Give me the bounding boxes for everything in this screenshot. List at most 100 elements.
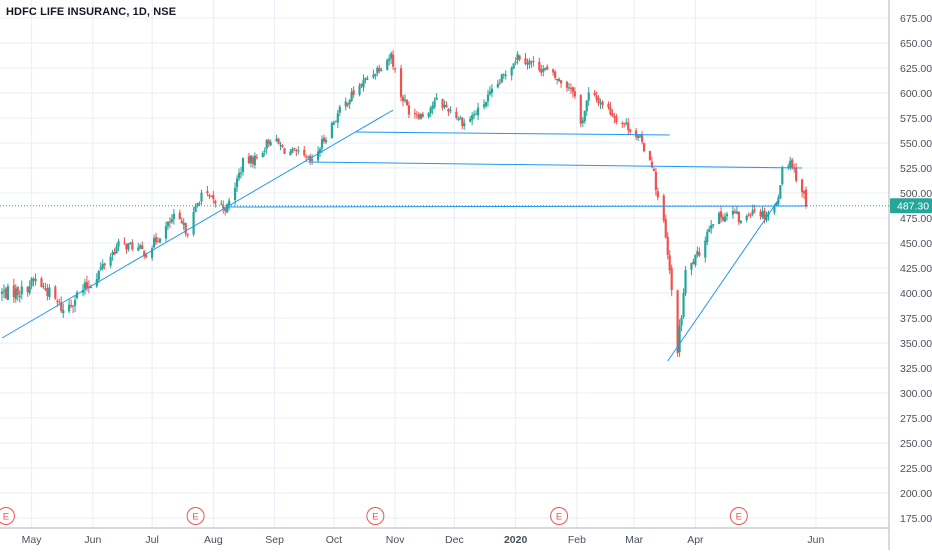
- trendline-resistance-1[interactable]: [355, 131, 670, 136]
- candle: [26, 286, 29, 297]
- candle: [749, 212, 752, 219]
- time-tick-label: Feb: [568, 534, 586, 546]
- trendline-support-2[interactable]: [227, 205, 809, 208]
- candle: [719, 206, 723, 223]
- candle: [419, 113, 422, 120]
- candle: [374, 73, 377, 80]
- candle: [684, 266, 687, 297]
- candle: [413, 108, 416, 119]
- candle: [388, 54, 391, 66]
- earnings-marker[interactable]: E: [0, 507, 15, 525]
- time-tick-label: Oct: [326, 534, 342, 546]
- candle: [528, 58, 531, 69]
- candle: [164, 221, 168, 242]
- candle: [502, 73, 505, 79]
- candle: [567, 82, 571, 91]
- earnings-marker[interactable]: E: [550, 507, 569, 525]
- candle: [372, 69, 375, 79]
- candle: [579, 94, 582, 128]
- trendline-support-3[interactable]: [667, 199, 779, 362]
- earnings-marker[interactable]: E: [186, 507, 205, 525]
- candle: [358, 83, 361, 97]
- candle: [194, 203, 197, 213]
- price-tick-label: 175.00: [900, 513, 932, 525]
- time-axis[interactable]: May Jun Jul Aug Sep Oct Nov Dec 2020 Feb Mar Apr Jun: [22, 534, 825, 546]
- candle: [455, 107, 458, 120]
- candle: [692, 258, 695, 265]
- candle: [621, 121, 624, 129]
- candle: [34, 273, 37, 286]
- candle: [362, 74, 365, 92]
- candle: [514, 57, 517, 65]
- candle: [228, 197, 231, 211]
- candle: [599, 98, 602, 110]
- candle: [151, 245, 154, 261]
- candle: [435, 93, 438, 101]
- earnings-marker[interactable]: E: [366, 507, 385, 525]
- symbol-title: HDFC LIFE INSURANC, 1D, NSE: [6, 6, 177, 18]
- candle: [781, 165, 784, 186]
- grid: [0, 0, 889, 528]
- candle: [795, 163, 798, 183]
- earnings-marker[interactable]: E: [729, 507, 748, 525]
- candle: [476, 102, 480, 121]
- candle: [253, 152, 256, 169]
- time-tick-label: Dec: [445, 534, 464, 546]
- candle: [152, 234, 156, 249]
- candle: [166, 221, 170, 230]
- candle: [735, 206, 738, 215]
- time-tick-label: Aug: [204, 534, 223, 546]
- price-tick-label: 625.00: [900, 63, 932, 75]
- candle: [554, 70, 557, 81]
- candle: [70, 299, 73, 308]
- candle: [449, 106, 452, 114]
- trendline-neckline[interactable]: [308, 161, 803, 169]
- candle: [399, 64, 403, 102]
- candle: [28, 280, 31, 296]
- price-tick-label: 500.00: [900, 188, 932, 200]
- candle: [488, 86, 492, 96]
- time-tick-label: Jun: [807, 534, 824, 546]
- candle: [73, 295, 77, 312]
- candle: [627, 118, 630, 136]
- candle: [141, 241, 144, 250]
- price-axis[interactable]: 675.00 650.00 625.00 600.00 575.00 550.00 525.…: [900, 13, 932, 525]
- candle: [336, 109, 339, 128]
- candle: [212, 190, 215, 204]
- price-tick-label: 275.00: [900, 413, 932, 425]
- candle: [463, 118, 466, 130]
- candle: [710, 219, 713, 234]
- candle: [403, 94, 407, 103]
- price-tick-label: 325.00: [900, 363, 932, 375]
- candle: [158, 237, 162, 244]
- candle: [222, 200, 225, 214]
- candle: [125, 243, 128, 254]
- candle: [421, 111, 424, 118]
- candle: [486, 89, 490, 107]
- candle: [235, 175, 239, 193]
- price-tick-label: 550.00: [900, 138, 932, 150]
- price-tick-label: 650.00: [900, 38, 932, 50]
- candle: [137, 242, 140, 252]
- candle: [571, 86, 575, 98]
- candle: [427, 112, 430, 119]
- candle: [208, 193, 211, 199]
- price-tick-label: 375.00: [900, 313, 932, 325]
- candle: [210, 195, 213, 197]
- candle: [723, 212, 727, 222]
- candle: [332, 120, 335, 126]
- candle: [291, 147, 294, 154]
- candle: [504, 70, 507, 80]
- time-tick-label: Nov: [386, 534, 405, 546]
- candle: [392, 50, 395, 70]
- candle: [237, 168, 241, 182]
- candle: [407, 101, 411, 119]
- candle: [261, 151, 264, 158]
- candle: [338, 104, 341, 117]
- trendline-support-1[interactable]: [1, 109, 394, 339]
- price-tick-label: 350.00: [900, 338, 932, 350]
- candle: [307, 155, 310, 160]
- candle: [401, 94, 405, 107]
